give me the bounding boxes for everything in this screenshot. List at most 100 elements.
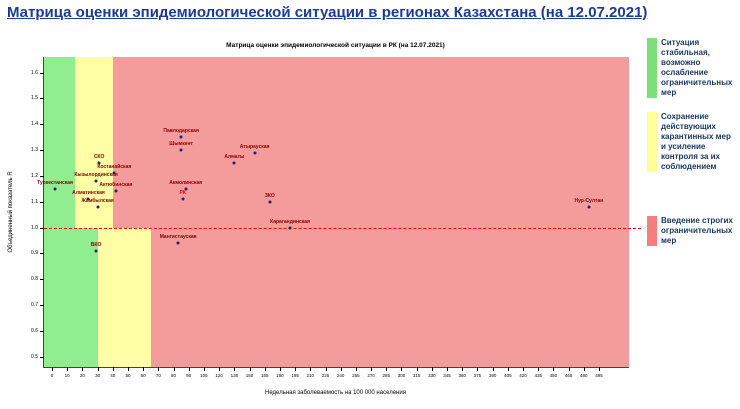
- x-tick-label: 50: [125, 373, 131, 378]
- page-title: Матрица оценки эпидемиологической ситуац…: [7, 4, 648, 21]
- x-tick-label: 30: [95, 373, 101, 378]
- x-tick-label: 360: [458, 373, 467, 378]
- y-tick-mark: [40, 150, 44, 151]
- x-tick-label: 240: [336, 373, 345, 378]
- x-tick-mark: [279, 367, 281, 371]
- y-tick-mark: [40, 98, 44, 100]
- data-point-label: Алматы: [224, 153, 245, 160]
- x-tick-label: 450: [549, 373, 558, 378]
- x-tick-mark: [234, 367, 236, 371]
- legend-label: Ситуация стабильная, возможно ослабление…: [661, 38, 733, 97]
- x-tick-mark: [583, 367, 585, 371]
- y-tick-label: 1.5: [31, 95, 38, 102]
- x-tick-label: 420: [519, 373, 527, 378]
- x-tick-mark: [173, 367, 175, 371]
- y-tick-label: 0.7: [31, 302, 38, 308]
- data-point: [114, 189, 118, 193]
- x-tick-label: 480: [580, 373, 588, 378]
- legend-swatch: [647, 112, 657, 172]
- data-point: [96, 205, 100, 209]
- y-tick-label: 0.8: [31, 276, 38, 283]
- y-tick-mark: [40, 305, 44, 306]
- x-tick-label: 255: [352, 373, 360, 378]
- x-tick-label: 60: [140, 373, 146, 378]
- data-point-label: Павлодарская: [163, 128, 199, 135]
- data-point-label: Костанайская: [97, 164, 132, 171]
- x-axis-label: Недельная заболеваемость на 100 000 насе…: [265, 390, 406, 396]
- data-point-label: Нур-Султан: [574, 197, 604, 204]
- x-tick-label: 375: [473, 373, 482, 378]
- x-tick-mark: [295, 367, 297, 371]
- zone-green-lower: [44, 227, 98, 367]
- data-point: [179, 148, 183, 152]
- y-tick-label: 1.4: [31, 121, 38, 128]
- x-tick-mark: [371, 367, 373, 371]
- x-tick-mark: [538, 367, 540, 371]
- data-point: [86, 197, 90, 201]
- x-tick-label: 435: [534, 373, 542, 378]
- x-tick-mark: [264, 367, 266, 371]
- x-tick-mark: [401, 367, 403, 371]
- data-point: [176, 241, 180, 245]
- x-tick-label: 0: [50, 373, 54, 378]
- y-tick-mark: [40, 356, 44, 358]
- x-tick-mark: [127, 367, 129, 371]
- data-point-label: Актюбинская: [99, 182, 133, 189]
- y-tick-label: 1.0: [31, 224, 38, 231]
- legend-swatch: [647, 38, 657, 98]
- x-tick-label: 315: [412, 373, 421, 378]
- zone-yellow-upper: [74, 57, 113, 228]
- legend-swatch: [647, 216, 657, 246]
- data-point-label: Жамбылская: [81, 197, 114, 204]
- x-tick-mark: [447, 367, 449, 371]
- data-point-label: Атырауская: [239, 143, 270, 150]
- x-tick-mark: [599, 367, 600, 371]
- data-point: [268, 200, 272, 204]
- legend: Ситуация стабильная, возможно ослабление…: [647, 38, 738, 246]
- x-tick-label: 285: [382, 373, 391, 378]
- x-tick-mark: [507, 367, 509, 371]
- data-point-label: Мангистауская: [159, 234, 197, 240]
- x-tick-label: 210: [306, 373, 315, 378]
- x-tick-mark: [97, 367, 99, 371]
- data-point: [184, 187, 188, 191]
- y-tick-label: 1.6: [31, 69, 38, 76]
- y-tick-label: 1.3: [31, 147, 38, 153]
- y-tick-mark: [40, 175, 44, 177]
- data-point-label: Алматинская: [72, 190, 105, 197]
- data-point: [288, 226, 292, 229]
- data-point-label: Шымкент: [169, 141, 194, 147]
- y-tick-mark: [40, 201, 44, 203]
- x-tick-mark: [431, 367, 433, 371]
- x-tick-mark: [52, 367, 53, 371]
- y-tick-mark: [40, 227, 44, 229]
- x-tick-label: 105: [200, 373, 208, 378]
- x-tick-mark: [355, 367, 357, 371]
- x-tick-mark: [477, 367, 479, 371]
- data-point-label: Кызылординская: [74, 172, 118, 178]
- data-point-label: Акмолинская: [169, 179, 203, 186]
- data-point: [587, 205, 591, 209]
- data-point: [53, 187, 57, 191]
- y-tick-mark: [40, 253, 44, 255]
- x-tick-mark: [112, 367, 114, 371]
- x-tick-mark: [143, 367, 145, 371]
- data-point: [112, 171, 116, 175]
- y-tick-label: 0.5: [31, 353, 38, 360]
- data-point: [94, 179, 98, 183]
- data-point: [94, 249, 98, 253]
- x-tick-label: 40: [110, 373, 116, 378]
- data-point: [179, 135, 183, 139]
- legend-item-red: Введение строгих ограничительных мер: [647, 216, 738, 246]
- y-tick-label: 0.9: [31, 250, 38, 257]
- data-point-label: Туркестанская: [37, 179, 73, 186]
- x-tick-label: 270: [367, 373, 375, 378]
- x-tick-label: 70: [155, 373, 161, 378]
- x-tick-label: 345: [443, 373, 451, 378]
- data-point-label: РК: [179, 190, 186, 197]
- x-tick-mark: [67, 367, 69, 371]
- y-tick-label: 1.1: [31, 198, 38, 205]
- x-tick-label: 300: [397, 373, 406, 378]
- x-tick-label: 165: [260, 373, 269, 378]
- plot-area: 0 10 20 30 40 50 60 70 80 90 105 120 135 150 165 180 195…: [31, 57, 641, 378]
